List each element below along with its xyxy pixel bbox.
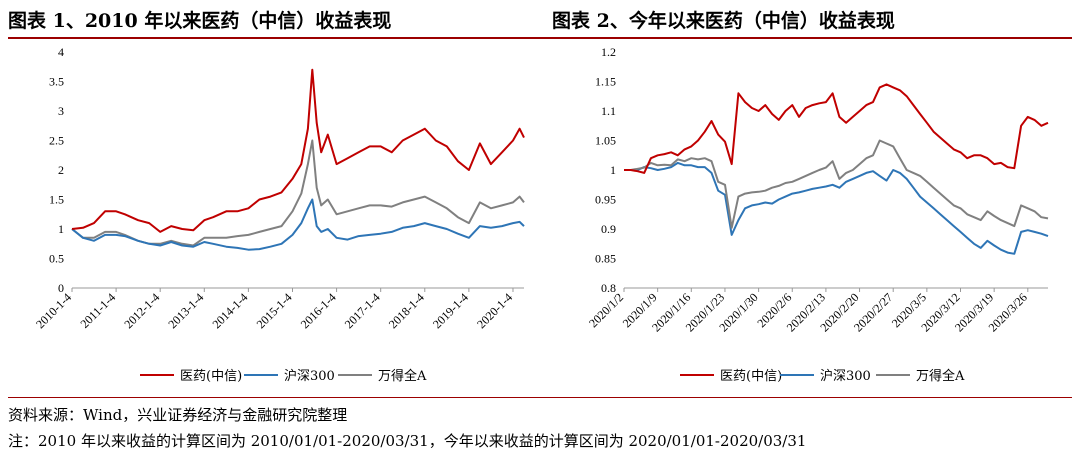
chart1-line-wind-a (71, 139, 525, 247)
figure2-title: 图表 2、今年以来医药（中信）收益表现 (552, 10, 895, 32)
chart1-line-hs300 (71, 198, 525, 251)
chart1-xtick-label: 2013-1-4 (165, 290, 206, 331)
chart1-ytick-label: 3 (58, 104, 64, 118)
chart1-xtick-label: 2012-1-4 (121, 290, 162, 331)
chart2-xtick-label: 2020/1/2 (586, 290, 626, 330)
chart2-ytick-label: 0.9 (601, 222, 616, 236)
chart1-ytick-label: 4 (58, 45, 64, 59)
chart2-ytick-label: 0.85 (595, 252, 616, 266)
chart2-ytick-label: 1.1 (601, 104, 616, 118)
chart1-ytick-label: 0 (58, 281, 64, 295)
chart2-legend-label-hs300: 沪深300 (820, 368, 871, 384)
source-text: 资料来源：Wind，兴业证券经济与金融研究院整理 (8, 406, 348, 424)
chart1-xtick-label: 2011-1-4 (78, 290, 119, 331)
title-divider (8, 37, 1072, 39)
chart1-ytick-label: 2.5 (49, 134, 64, 148)
chart2-line-hs300 (624, 161, 1049, 255)
chart1-ytick-label: 3.5 (49, 75, 64, 89)
figure1-title: 图表 1、2010 年以来医药（中信）收益表现 (8, 10, 392, 32)
chart2-ytick-label: 1.15 (595, 75, 616, 89)
footer-divider (8, 397, 1072, 398)
chart1-xtick-label: 2015-1-4 (254, 290, 295, 331)
chart1-legend-label-pharma: 医药(中信) (180, 369, 242, 384)
chart2-legend-label-wind-a: 万得全A (916, 368, 965, 384)
chart1-legend-label-hs300: 沪深300 (284, 368, 335, 384)
chart1-xtick-label: 2017-1-4 (342, 290, 383, 331)
chart2-ytick-label: 1 (610, 163, 616, 177)
chart1-legend-label-wind-a: 万得全A (378, 368, 427, 384)
chart2-line-pharma (624, 83, 1049, 174)
note-text: 注：2010 年以来收益的计算区间为 2010/01/01-2020/03/31… (8, 432, 807, 450)
chart1-ytick-label: 0.5 (49, 252, 64, 266)
chart2-line-wind-a (624, 139, 1049, 229)
chart1-xtick-label: 2019-1-4 (430, 290, 471, 331)
chart2-ytick-label: 0.95 (595, 193, 616, 207)
chart1-line-pharma (71, 68, 525, 233)
chart2-ytick-label: 0.8 (601, 281, 616, 295)
chart1-xtick-label: 2020-1-4 (474, 290, 515, 331)
chart1-xtick-label: 2016-1-4 (298, 290, 339, 331)
chart1-ytick-label: 1.5 (49, 193, 64, 207)
chart2-ytick-label: 1.2 (601, 45, 616, 59)
chart1-xtick-label: 2018-1-4 (386, 290, 427, 331)
chart1-ytick-label: 1 (58, 222, 64, 236)
chart2-ytick-label: 1.05 (595, 134, 616, 148)
chart2-legend-label-pharma: 医药(中信) (720, 369, 782, 384)
chart1-xtick-label: 2014-1-4 (209, 290, 250, 331)
chart1-xtick-label: 2010-1-4 (33, 290, 74, 331)
chart1-ytick-label: 2 (58, 163, 64, 177)
